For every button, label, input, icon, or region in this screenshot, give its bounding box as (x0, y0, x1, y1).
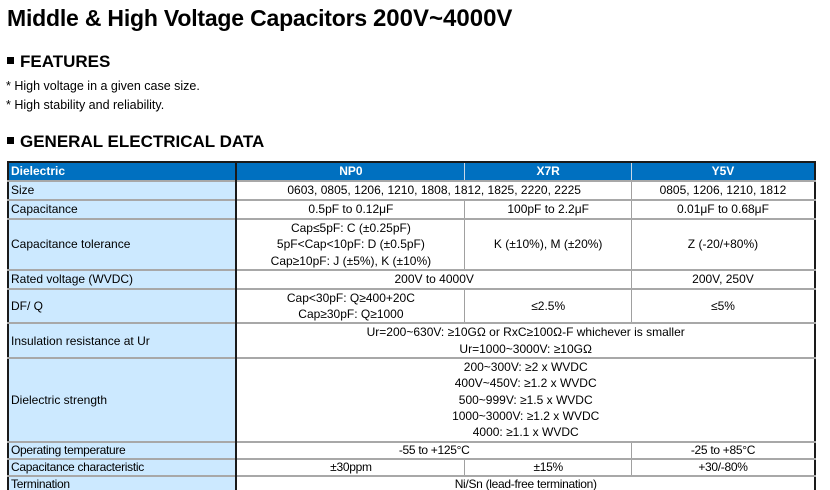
cell-np0: Cap<30pF: Q≥400+20C Cap≥30pF: Q≥1000 (235, 287, 465, 324)
row-label: Capacitance tolerance (8, 218, 238, 270)
row-label: Capacitance (8, 199, 238, 219)
cell-x7r: ≤2.5% (464, 287, 632, 324)
row-label: Dielectric strength (8, 357, 238, 442)
table-row-insulation-resistance: Insulation resistance at Ur Ur=200~630V:… (8, 322, 815, 359)
cell-line: 200~300V: ≥2 x WVDC (463, 360, 588, 375)
row-label: Rated voltage (WVDC) (8, 268, 238, 289)
table-row-dielectric-strength: Dielectric strength 200~300V: ≥2 x WVDC … (8, 357, 815, 442)
cell-np0: ±30ppm (235, 457, 465, 476)
cell-y5v: 0.01μF to 0.68μF (630, 199, 815, 219)
title-main: Middle & High Voltage Capacitors (7, 5, 367, 31)
row-label: Size (8, 180, 238, 200)
cell-line: Cap≤5pF: C (±0.25pF) (290, 221, 411, 235)
cell-np0-x7r: 0603, 0805, 1206, 1210, 1808, 1812, 1825… (235, 180, 632, 200)
bullet-square-icon (7, 57, 14, 65)
row-label: DF/ Q (8, 287, 238, 324)
features-heading: FEATURES (7, 52, 110, 72)
title-voltage-range: 200V~4000V (372, 5, 513, 32)
table-row-termination: Termination Ni/Sn (lead-free termination… (8, 474, 815, 490)
table-row-operating-temperature: Operating temperature -55 to +125°C -25 … (8, 440, 815, 459)
cell-y5v: 0805, 1206, 1210, 1812 (630, 180, 815, 200)
table-header-row: Dielectric NP0 X7R Y5V (8, 162, 815, 181)
cell-line: Cap≥30pF: Q≥1000 (298, 307, 404, 322)
table-row-capacitance-characteristic: Capacitance characteristic ±30ppm ±15% +… (8, 457, 815, 476)
cell-line: 1000~3000V: ≥1.2 x WVDC (452, 408, 600, 423)
column-header-dielectric: Dielectric (8, 162, 238, 181)
electrical-heading-text: GENERAL ELECTRICAL DATA (20, 132, 265, 151)
cell-y5v: Z (-20/+80%) (630, 218, 815, 270)
column-header-y5v: Y5V (630, 162, 815, 181)
column-header-x7r: X7R (464, 162, 632, 181)
cell-np0-x7r: -55 to +125°C (235, 440, 632, 459)
cell-all: Ni/Sn (lead-free termination) (235, 474, 815, 490)
row-label: Termination (8, 474, 238, 490)
table-row-capacitance: Capacitance 0.5pF to 0.12μF 100pF to 2.2… (8, 199, 815, 219)
feature-item: * High stability and reliability. (6, 98, 165, 112)
electrical-data-table: Dielectric NP0 X7R Y5V Size 0603, 0805, … (7, 161, 816, 490)
row-label: Operating temperature (8, 440, 238, 459)
cell-line: Ur=1000~3000V: ≥10GΩ (459, 341, 592, 356)
features-heading-text: FEATURES (20, 52, 111, 71)
cell-line: 400V~450V: ≥1.2 x WVDC (454, 376, 597, 391)
cell-x7r: 100pF to 2.2μF (464, 199, 632, 219)
cell-line: 5pF<Cap<10pF: D (±0.5pF) (276, 237, 425, 252)
cell-np0: Cap≤5pF: C (±0.25pF) 5pF<Cap<10pF: D (±0… (235, 218, 465, 270)
cell-x7r: ±15% (464, 457, 632, 476)
cell-all: Ur=200~630V: ≥10GΩ or RxC≥100Ω-F whichev… (235, 322, 815, 359)
cell-line: Cap<30pF: Q≥400+20C (286, 290, 415, 305)
cell-all: 200~300V: ≥2 x WVDC 400V~450V: ≥1.2 x WV… (235, 357, 815, 442)
cell-y5v: ≤5% (630, 287, 815, 324)
cell-np0-x7r: 200V to 4000V (235, 268, 632, 289)
cell-line: 500~999V: ≥1.5 x WVDC (458, 392, 593, 407)
cell-line: Ur=200~630V: ≥10GΩ or RxC≥100Ω-F whichev… (366, 325, 685, 340)
feature-item: * High voltage in a given case size. (6, 79, 200, 93)
column-header-np0: NP0 (235, 162, 465, 181)
page-title: Middle & High Voltage Capacitors 200V~400… (7, 5, 512, 33)
table-row-size: Size 0603, 0805, 1206, 1210, 1808, 1812,… (8, 180, 815, 200)
cell-y5v: 200V, 250V (630, 268, 815, 289)
cell-line: Cap≥10pF: J (±5%), K (±10%) (270, 253, 432, 268)
cell-np0: 0.5pF to 0.12μF (235, 199, 465, 219)
electrical-data-heading: GENERAL ELECTRICAL DATA (7, 132, 264, 152)
cell-line: 4000: ≥1.1 x WVDC (472, 425, 579, 440)
row-label: Insulation resistance at Ur (8, 322, 238, 359)
table-row-rated-voltage: Rated voltage (WVDC) 200V to 4000V 200V,… (8, 268, 815, 289)
cell-y5v: -25 to +85°C (630, 440, 815, 459)
cell-y5v: +30/-80% (630, 457, 815, 476)
table-row-df-q: DF/ Q Cap<30pF: Q≥400+20C Cap≥30pF: Q≥10… (8, 287, 815, 324)
cell-x7r: K (±10%), M (±20%) (464, 218, 632, 270)
table-row-capacitance-tolerance: Capacitance tolerance Cap≤5pF: C (±0.25p… (8, 218, 815, 270)
row-label: Capacitance characteristic (8, 457, 238, 476)
bullet-square-icon (7, 137, 14, 145)
